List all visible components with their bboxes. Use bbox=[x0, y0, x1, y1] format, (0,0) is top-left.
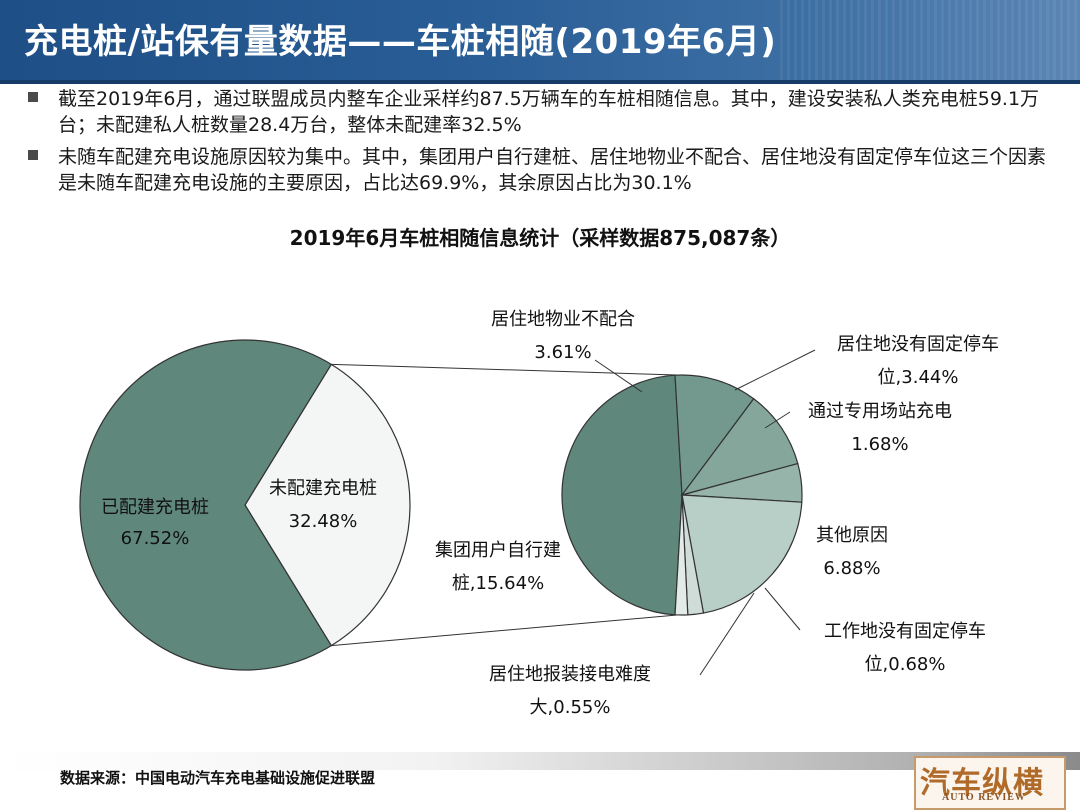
square-bullet-icon bbox=[28, 92, 38, 102]
breakdown-label-name: 工作地没有固定停车 bbox=[824, 621, 986, 642]
breakdown-data-label: 3.61% bbox=[534, 342, 591, 363]
breakdown-label-name: 居住地报装接电难度 bbox=[489, 664, 651, 685]
breakdown-data-label: 位,0.68% bbox=[865, 654, 946, 675]
breakdown-label-name: 居住地物业不配合 bbox=[491, 309, 635, 330]
footer-bar bbox=[0, 752, 1080, 770]
bullet-text: 未随车配建充电设施原因较为集中。其中，集团用户自行建桩、居住地物业不配合、居住地… bbox=[58, 146, 1047, 194]
bullet-text: 截至2019年6月，通过联盟成员内整车企业采样约87.5万辆车的车桩相随信息。其… bbox=[58, 88, 1040, 136]
main-pie-slice bbox=[244, 363, 411, 647]
title-bar-texture bbox=[780, 0, 1080, 80]
leader-line bbox=[764, 411, 791, 429]
breakdown-data-label: 1.68% bbox=[851, 434, 908, 455]
breakdown-data-label: 位,3.44% bbox=[878, 367, 959, 388]
bullet-list: 截至2019年6月，通过联盟成员内整车企业采样约87.5万辆车的车桩相随信息。其… bbox=[22, 86, 1062, 202]
logo-text-cn: 汽车纵横 bbox=[920, 766, 1044, 801]
breakdown-label-name: 其他原因 bbox=[816, 525, 888, 546]
slide-title: 充电桩/站保有量数据——车桩相随(2019年6月) bbox=[24, 22, 777, 62]
bullet-item: 截至2019年6月，通过联盟成员内整车企业采样约87.5万辆车的车桩相随信息。其… bbox=[22, 86, 1062, 138]
data-source: 数据来源：中国电动汽车充电基础设施促进联盟 bbox=[60, 769, 376, 787]
breakdown-data-label: 6.88% bbox=[823, 558, 880, 579]
leader-line bbox=[734, 349, 816, 391]
connector-line bbox=[331, 614, 678, 647]
breakdown-data-label: 大,0.55% bbox=[530, 697, 611, 718]
leader-line bbox=[764, 587, 801, 631]
main-data-label: 67.52% bbox=[121, 528, 190, 549]
breakdown-pie-slice bbox=[561, 374, 683, 616]
breakdown-label-name: 通过专用场站充电 bbox=[808, 401, 952, 422]
bullet-item: 未随车配建充电设施原因较为集中。其中，集团用户自行建桩、居住地物业不配合、居住地… bbox=[22, 144, 1062, 196]
square-bullet-icon bbox=[28, 150, 38, 160]
breakdown-pie-slice bbox=[681, 494, 803, 614]
main-label-name: 已配建充电桩 bbox=[101, 497, 209, 518]
leader-line bbox=[699, 592, 755, 676]
breakdown-label-name: 居住地没有固定停车 bbox=[837, 334, 999, 355]
breakdown-label-name: 集团用户自行建 bbox=[435, 540, 561, 561]
main-label-name: 未配建充电桩 bbox=[269, 478, 377, 499]
chart-title: 2019年6月车桩相随信息统计（采样数据875,087条） bbox=[289, 226, 791, 250]
auto-review-logo: 汽车纵横 AUTO REVIEW bbox=[914, 756, 1066, 810]
leader-line bbox=[594, 359, 643, 393]
main-data-label: 32.48% bbox=[289, 511, 358, 532]
main-pie-slice bbox=[79, 339, 333, 671]
connector-line bbox=[331, 363, 678, 376]
title-bar: 充电桩/站保有量数据——车桩相随(2019年6月) bbox=[0, 0, 1080, 84]
breakdown-pie-slice bbox=[674, 374, 755, 497]
breakdown-data-label: 桩,15.64% bbox=[452, 573, 544, 594]
logo-text-en: AUTO REVIEW bbox=[942, 792, 1026, 803]
